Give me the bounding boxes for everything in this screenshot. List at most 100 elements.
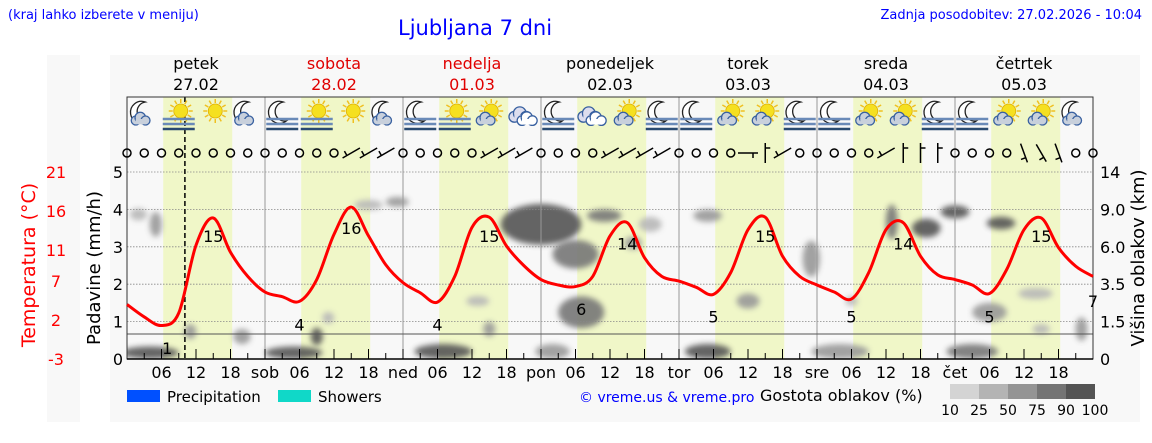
x-tick-label-day: ned [388,363,418,382]
wind-barb-tick [1039,156,1045,161]
precipitation-legend-label: Precipitation [167,388,261,406]
sun-ray [898,100,902,105]
wind-barb-shaft [635,147,654,159]
sun-ray [908,100,912,105]
cloud-patch [986,216,1016,230]
copyright-link[interactable]: © vreme.us & vreme.pro [579,390,754,406]
precip-tick-label: 3 [113,238,123,257]
sun-ray [497,114,503,118]
sun-ray [1046,117,1050,122]
precip-tick-label: 5 [113,163,123,182]
wind-barb-icon [342,147,361,159]
wind-barb-tick [361,150,365,156]
sun-ray [494,117,498,122]
page-title: Ljubljana 7 dni [398,16,553,40]
cloud-density-step-label: 25 [970,403,988,419]
wind-calm-icon [398,148,408,158]
wind-calm-icon [812,148,822,158]
cloud-patch [127,346,179,359]
wind-barb-shaft [514,147,533,159]
moon-cloud-icon [371,100,393,126]
cloud-base [1067,119,1077,125]
wind-barb-tick [775,150,779,156]
sun-ray [460,100,464,105]
temperature-label: 7 [1088,292,1098,311]
location-hint: (kraj lahko izberete v meniju) [8,8,199,23]
cloud-base [1032,119,1043,125]
wind-calm-icon [570,148,581,158]
day-name: ponedeljek [566,54,655,73]
sun-ray [221,104,227,108]
x-tick-label: 12 [462,363,482,382]
sun-ray [1049,104,1055,108]
temperature-label: 15 [203,227,223,246]
cloud-icon [234,111,255,126]
cloud-base [590,119,602,125]
wind-barb-icon [359,147,378,159]
sun-ray [184,100,188,105]
temperature-label: 5 [984,308,994,327]
sun-ray [877,104,882,108]
temperature-label: 15 [1031,227,1051,246]
precip-tick-label: 4 [113,200,123,219]
day-date: 01.03 [449,75,495,94]
sun-icon [203,99,228,123]
sun-ray [911,114,917,118]
wind-barb-tick [499,150,503,156]
wind-barb-icon [1035,143,1047,163]
fog-icon [404,117,437,131]
sun-ray [208,100,212,105]
wind-calm-icon [967,148,977,158]
sun-ray [346,100,350,105]
showers-swatch [278,390,311,402]
fog-icon [438,117,471,131]
x-tick-label: 12 [738,363,758,382]
sun-icon [341,99,366,123]
cloud-height-tick-label: 9.0 [1100,200,1125,219]
cloud-density-swatch [1066,384,1095,399]
cloud-icon [1027,111,1048,126]
sun-ray [484,100,488,105]
x-tick-label: 18 [772,363,792,382]
wind-barb-tick [878,150,883,156]
sun-fog-icon [300,99,333,131]
wind-barb-icon [600,147,620,159]
x-tick-label-day: čet [943,363,968,382]
sun-ray [773,114,779,118]
sun-ray [1046,100,1050,105]
fog-icon [783,117,816,131]
temperature-line [126,205,1094,327]
wind-calm-icon [329,148,339,158]
cloud-icon [855,111,876,126]
x-tick-label: 06 [979,363,999,382]
sun-ray [359,114,365,118]
cloud-density-title: Gostota oblakov (%) [760,386,923,405]
sun-ray [346,117,350,122]
temperature-label: 5 [708,308,718,327]
temperature-label: 14 [617,235,637,254]
x-tick-label: 12 [186,363,206,382]
temperature-label: 6 [576,300,586,319]
sun-ray [1012,100,1016,105]
sun-cloud-icon [475,99,504,126]
sun-ray [911,104,917,108]
fog-icon [680,117,713,131]
cloud-base [894,119,905,125]
wind-calm-icon [277,148,287,158]
cloud-patch [129,208,148,221]
sun-ray [342,114,347,118]
sun-icon [341,99,366,123]
wind-calm-icon [467,148,477,158]
day-date: 04.03 [863,75,909,94]
cloud-patch [414,344,472,359]
wind-barb-shaft [618,147,637,159]
x-tick-label: 06 [289,363,309,382]
wind-calm-icon [208,148,218,158]
wind-barb-shaft [1019,143,1029,163]
sun-ray [307,104,313,108]
cloud-patch [736,293,760,309]
wind-barb-icon [480,147,499,159]
cloud-patch [972,302,1007,322]
sun-ray [874,100,878,105]
temperature-label: 5 [846,308,856,327]
